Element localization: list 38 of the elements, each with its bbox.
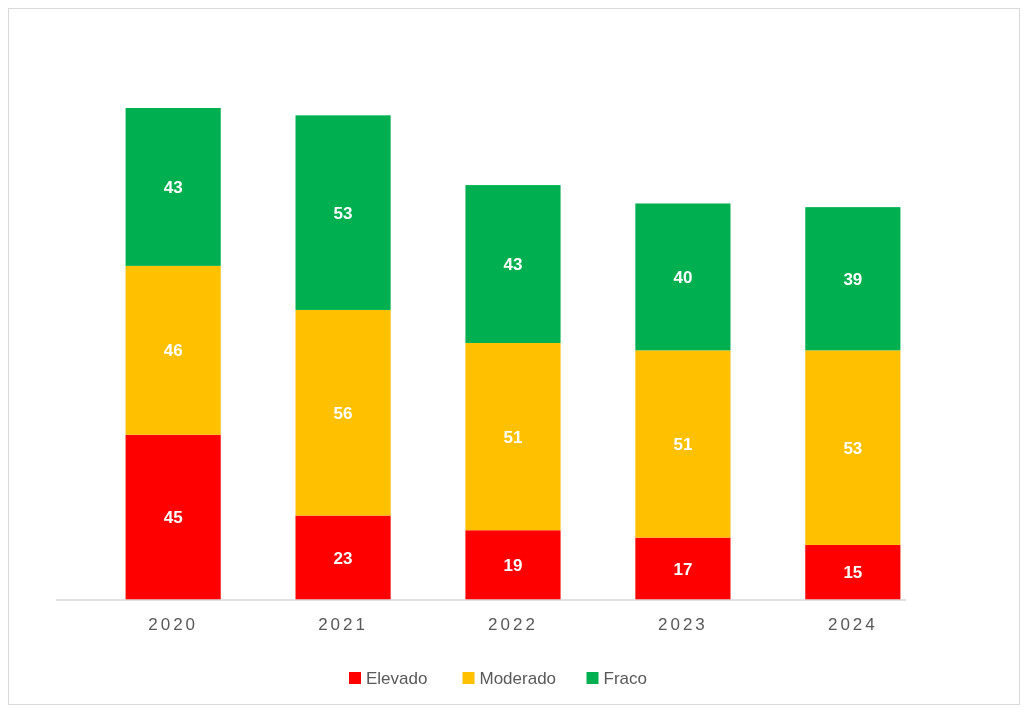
bar	[805, 207, 901, 351]
x-tick-label: 2022	[488, 615, 538, 634]
data-label: 51	[503, 427, 523, 447]
data-label: 19	[503, 556, 523, 576]
data-label: 39	[843, 269, 863, 289]
bar	[125, 434, 221, 600]
bar	[635, 350, 731, 538]
bar	[125, 265, 221, 435]
legend-label: Moderado	[479, 668, 557, 688]
data-label: 43	[163, 177, 183, 197]
bar	[125, 108, 221, 266]
data-label: 15	[843, 563, 863, 583]
legend-label: Fraco	[603, 668, 647, 688]
bar	[465, 530, 561, 600]
x-tick-label: 2020	[148, 615, 199, 634]
bar	[635, 537, 731, 600]
bar	[295, 515, 391, 600]
data-label: 17	[673, 559, 693, 579]
data-label: 56	[333, 403, 353, 423]
bar	[805, 350, 901, 545]
data-label: 53	[333, 203, 353, 223]
bar	[295, 309, 391, 516]
x-tick-label: 2021	[318, 615, 368, 634]
data-label: 40	[673, 267, 693, 287]
data-label: 46	[163, 341, 183, 361]
legend-label: Elevado	[366, 668, 428, 688]
bar	[805, 544, 901, 600]
bar	[465, 185, 561, 343]
x-tick-label: 2023	[658, 615, 708, 634]
x-tick-label: 2024	[827, 615, 878, 634]
data-label: 45	[163, 508, 183, 528]
data-label: 51	[673, 434, 693, 454]
bar	[635, 203, 731, 351]
bar	[295, 115, 391, 310]
data-label: 43	[503, 254, 523, 274]
data-label: 53	[843, 438, 863, 458]
data-label: 23	[333, 548, 353, 568]
bar	[465, 342, 561, 531]
